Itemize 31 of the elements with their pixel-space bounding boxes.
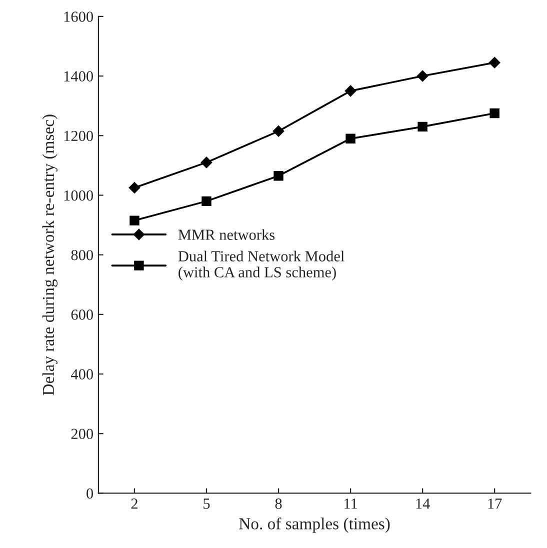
point xyxy=(346,134,356,144)
legend-label: MMR networks xyxy=(178,229,275,240)
x-tick-label: 11 xyxy=(344,498,357,509)
point xyxy=(200,156,212,168)
y-tick-label: 200 xyxy=(71,428,94,440)
y-axis-title: Delay rate during network re-entry (msec) xyxy=(42,114,58,396)
x-tick-label: 14 xyxy=(416,498,430,509)
y-tick-label: 400 xyxy=(70,369,94,380)
y-tick-label: 1600 xyxy=(64,12,94,22)
y-tick-label: 600 xyxy=(71,310,94,320)
x-tick-label: 2 xyxy=(131,498,138,509)
point xyxy=(488,57,500,68)
point xyxy=(490,108,500,118)
y-tick-label: 1400 xyxy=(64,71,94,82)
y-tick-label: 800 xyxy=(71,250,94,260)
y-tick-label: 0 xyxy=(86,488,94,499)
point xyxy=(202,196,212,206)
x-tick-label: 17 xyxy=(488,498,502,509)
point xyxy=(272,126,284,137)
legend-label: Dual Tired Network Model (with CA and LS scheme) xyxy=(178,250,344,281)
point xyxy=(418,122,428,132)
y-tick-label: 1000 xyxy=(64,190,94,201)
point xyxy=(130,216,140,226)
point xyxy=(416,70,428,82)
point xyxy=(344,85,356,97)
point xyxy=(128,182,140,194)
y-tick-label: 1200 xyxy=(64,130,94,142)
x-tick-label: 8 xyxy=(275,498,282,509)
point xyxy=(274,170,284,181)
x-tick-label: 5 xyxy=(204,498,210,509)
x-axis-title: No. of samples (times) xyxy=(239,517,390,533)
